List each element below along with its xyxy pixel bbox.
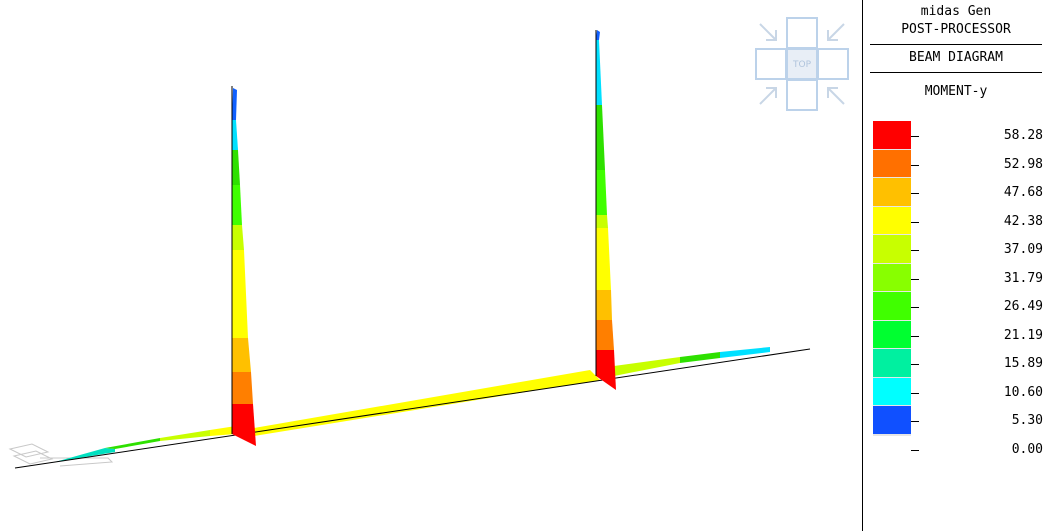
app-subtitle: POST-PROCESSOR [901,22,1011,37]
panel-divider [862,0,863,531]
legend-swatch [873,206,911,235]
legend-value: 26.49 [1003,299,1043,314]
girder-moment-band [14,347,811,469]
legend-value: 5.30 [1011,413,1043,428]
column-left-moment [231,86,256,446]
legend-tick [911,307,919,308]
legend-tick [911,449,919,451]
legend-tick [911,164,919,166]
legend-tick [911,278,919,280]
legend-swatch [873,178,911,207]
contour-legend: 58.28 52.98 47.68 42.38 37.09 31.79 26.49 21.19… [873,121,1048,456]
model-viewport[interactable]: TOP [0,0,862,531]
legend-value: 21.19 [1003,327,1043,343]
legend-tick [911,421,919,422]
legend-tick [911,392,919,394]
legend-value: 31.79 [1003,270,1043,286]
legend-tick [911,335,919,337]
legend-value: 42.38 [1003,213,1043,229]
view-cube[interactable]: TOP [754,16,850,112]
legend-value: 47.68 [1003,185,1043,200]
app-name: midas Gen [920,4,992,19]
legend-tick [911,364,919,365]
divider-line [870,44,1042,45]
legend-tick [911,250,919,251]
legend-swatch [873,320,911,349]
legend-swatch [873,121,911,150]
view-cube-icon: TOP [755,17,849,111]
legend-swatch [873,434,911,436]
divider-line [870,72,1042,73]
legend-tick [911,136,919,137]
legend-swatch [873,349,911,378]
legend-swatch [873,377,911,406]
legend-value: 0.00 [1011,441,1043,457]
legend-swatch [873,263,911,292]
legend-tick [911,221,919,223]
legend-value: 15.89 [1003,356,1043,371]
legend-value: 37.09 [1003,242,1043,257]
legend-value: 58.28 [1003,128,1043,143]
legend-swatch [873,149,911,178]
result-component: MOMENT-y [924,84,988,99]
legend-swatch [873,292,911,321]
column-right-moment [595,30,616,390]
view-cube-label: TOP [792,60,812,70]
legend-value: 10.60 [1003,384,1043,400]
legend-value: 52.98 [1003,156,1043,172]
legend-swatch [873,406,911,435]
beam-diagram-canvas [8,30,811,469]
legend-swatch [873,235,911,264]
legend-panel: midas Gen POST-PROCESSOR BEAM DIAGRAM MO… [870,0,1048,531]
legend-tick [911,193,919,194]
diagram-type: BEAM DIAGRAM [909,50,1003,65]
